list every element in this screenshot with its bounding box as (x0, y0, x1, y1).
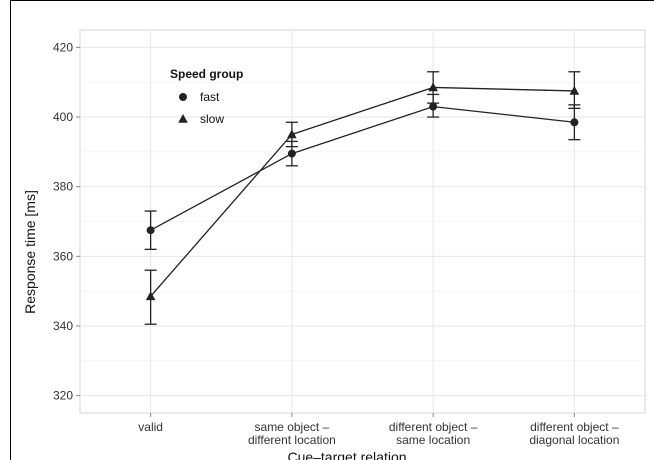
data-point-fast (146, 226, 155, 235)
x-tick-label: different object – diagonal location (529, 420, 619, 447)
y-tick-label: 320 (53, 389, 73, 403)
data-point-slow (145, 291, 156, 301)
frame-top-border (10, 0, 654, 1)
y-tick-label: 380 (53, 180, 73, 194)
frame-left-border (10, 0, 11, 460)
legend-marker-slow (178, 113, 188, 123)
series-line-fast (150, 105, 575, 231)
y-tick-label: 360 (53, 249, 73, 263)
x-tick-label: valid (138, 420, 163, 434)
y-tick-label: 340 (53, 319, 73, 333)
data-point-slow (569, 85, 580, 95)
x-axis-label: Cue–target relation (287, 449, 406, 460)
legend: Speed group fast slow (170, 67, 243, 126)
x-tick-label: different object – same location (389, 420, 478, 447)
legend-label-fast: fast (200, 90, 220, 104)
y-tick-label: 420 (53, 40, 73, 54)
y-axis-label: Response time [ms] (22, 190, 38, 314)
legend-marker-fast (179, 93, 187, 101)
data-point-slow (428, 82, 438, 92)
data-point-fast (287, 149, 296, 158)
data-point-fast (429, 102, 438, 111)
tick-layer: 320 340 360 380 400 420 valid same object – diff… (53, 40, 619, 447)
y-tick-label: 400 (53, 110, 73, 124)
data-point-fast (570, 118, 579, 127)
series-layer (144, 71, 581, 325)
grid-layer (79, 29, 646, 414)
legend-title: Speed group (170, 67, 243, 81)
legend-label-slow: slow (200, 112, 224, 126)
series-line-slow (150, 86, 575, 297)
data-point-slow (287, 129, 297, 139)
x-tick-label: same object – different location (248, 420, 336, 447)
